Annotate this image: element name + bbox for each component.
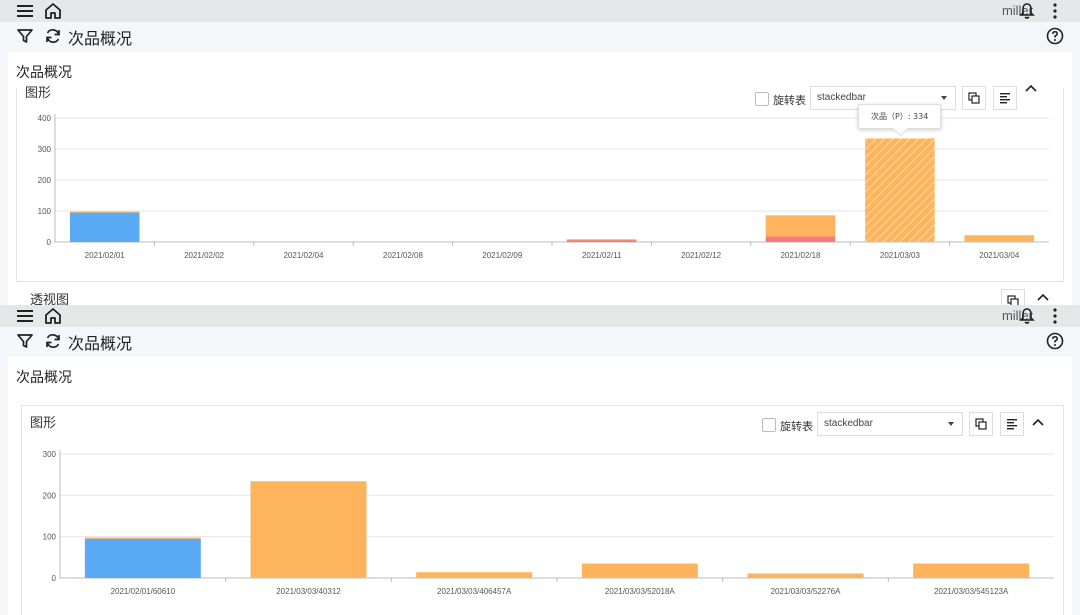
help-icon[interactable] (1046, 332, 1064, 354)
refresh-icon[interactable] (43, 26, 63, 46)
card-title: 次品概况 (16, 370, 72, 386)
bell-icon[interactable] (1017, 306, 1037, 326)
bar-segment[interactable] (765, 236, 836, 242)
bar-segment[interactable] (964, 235, 1035, 242)
top-app-bar: miller (0, 305, 1080, 327)
x-tick-label: 2021/02/12 (681, 251, 722, 260)
bar-segment[interactable] (416, 572, 533, 578)
align-button[interactable] (1000, 412, 1024, 436)
panel-title: 图形 (25, 86, 52, 101)
page-toolbar: 次品概况 (0, 22, 1080, 52)
bar-segment[interactable] (69, 212, 140, 242)
y-tick-label: 100 (38, 207, 52, 216)
x-tick-label: 2021/03/03/40312 (276, 587, 341, 596)
panel-title: 图形 (30, 416, 57, 431)
bar-segment[interactable] (69, 211, 140, 213)
chart-type-value: stackedbar (817, 92, 866, 103)
filter-icon[interactable] (15, 26, 35, 46)
y-tick-label: 300 (43, 450, 57, 459)
bar-segment[interactable] (865, 138, 935, 242)
x-tick-label: 2021/03/03/406457A (437, 587, 512, 596)
x-tick-label: 2021/02/01 (85, 251, 126, 260)
top-app-bar: miller (0, 0, 1080, 22)
screenshot-top: miller 次品概况 次品概况 图形 旋转表 stackedbar (0, 0, 1080, 305)
x-tick-label: 2021/03/03/52018A (605, 587, 676, 596)
page-title: 次品概况 (68, 334, 133, 353)
x-tick-label: 2021/02/11 (582, 251, 622, 260)
content-card: 次品概况 图形 旋转表 stackedbar 0 10 (8, 52, 1072, 305)
x-tick-label: 2021/03/03/52276A (771, 587, 842, 596)
stacked-bar-chart-batches: 0 100 200 300 2021/02/01/60610 2021/03/03/403… (43, 450, 1054, 596)
bar-tooltip: 次品（P）: 334 (858, 104, 942, 129)
bar-segment[interactable] (765, 215, 836, 237)
bar-segment[interactable] (747, 573, 864, 578)
y-tick-label: 200 (38, 176, 52, 185)
x-tick-label: 2021/02/04 (283, 251, 324, 260)
x-tick-label: 2021/02/18 (780, 251, 821, 260)
collapse-chevron-icon[interactable] (1023, 80, 1039, 96)
x-tick-label: 2021/02/08 (383, 251, 424, 260)
bar-segment[interactable] (581, 563, 698, 578)
chart-type-select[interactable]: stackedbar (817, 412, 963, 436)
x-tick-label: 2021/02/01/60610 (111, 587, 176, 596)
bar-segment[interactable] (84, 538, 201, 578)
y-tick-label: 0 (47, 238, 52, 247)
collapse-chevron-icon[interactable] (1030, 414, 1046, 430)
chart-type-value: stackedbar (824, 418, 873, 429)
home-icon[interactable] (43, 306, 63, 326)
x-tick-label: 2021/02/02 (184, 251, 225, 260)
refresh-icon[interactable] (43, 331, 63, 351)
bar-segment[interactable] (250, 481, 367, 578)
dropdown-caret-icon (948, 422, 954, 426)
bar-segment[interactable] (913, 563, 1030, 578)
page-title: 次品概况 (68, 29, 133, 48)
pivot-panel-title: 透视图 (30, 293, 70, 305)
bar-segment[interactable] (566, 239, 637, 241)
y-tick-label: 0 (52, 574, 57, 583)
y-tick-label: 400 (38, 114, 52, 123)
pivot-label: 旋转表 (780, 420, 813, 433)
bar-segment[interactable] (566, 239, 637, 242)
help-icon[interactable] (1046, 27, 1064, 49)
x-tick-label: 2021/03/03/545123A (934, 587, 1009, 596)
chart-panel: 图形 旋转表 stackedbar 0 100 200 300 2021/02/0 (21, 405, 1064, 615)
filter-icon[interactable] (15, 331, 35, 351)
more-vertical-icon[interactable] (1045, 306, 1065, 326)
align-button[interactable] (993, 86, 1017, 110)
x-tick-label: 2021/03/03 (880, 251, 921, 260)
export-button[interactable] (969, 412, 993, 436)
y-tick-label: 300 (38, 145, 52, 154)
y-tick-label: 200 (43, 491, 57, 500)
page-toolbar: 次品概况 (0, 327, 1080, 357)
stacked-bar-chart-dates: 0 100 200 300 400 2021/02/01 2021/02/02 2021/02… (38, 114, 1049, 260)
content-card: 次品概况 图形 旋转表 stackedbar 0 10 (8, 357, 1072, 615)
menu-icon[interactable] (15, 306, 35, 326)
x-tick-label: 2021/02/09 (482, 251, 523, 260)
home-icon[interactable] (43, 1, 63, 21)
pivot-label: 旋转表 (773, 94, 806, 107)
menu-icon[interactable] (15, 1, 35, 21)
more-vertical-icon[interactable] (1045, 1, 1065, 21)
screenshot-bottom: miller 次品概况 次品概况 图形 旋转表 stackedbar (0, 305, 1080, 615)
bell-icon[interactable] (1017, 1, 1037, 21)
dropdown-caret-icon (941, 96, 947, 100)
card-title: 次品概况 (16, 65, 72, 81)
x-tick-label: 2021/03/04 (979, 251, 1020, 260)
export-button[interactable] (962, 86, 986, 110)
y-tick-label: 100 (43, 533, 57, 542)
pivot-collapse-chevron-icon[interactable] (1035, 289, 1051, 305)
pivot-checkbox[interactable] (755, 92, 769, 106)
bar-segment[interactable] (84, 537, 201, 539)
pivot-export-button[interactable] (1001, 289, 1025, 305)
pivot-checkbox[interactable] (762, 418, 776, 432)
